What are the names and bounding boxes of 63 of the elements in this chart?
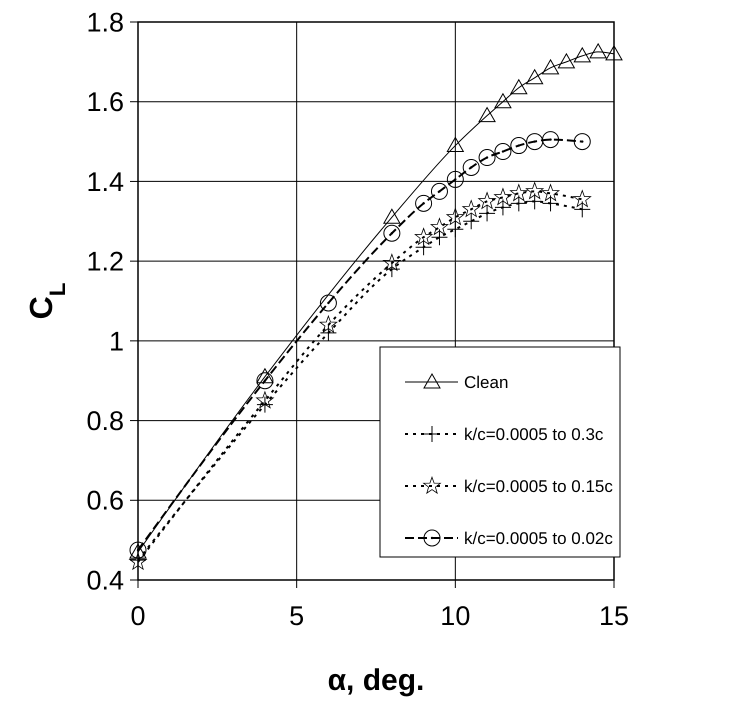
point bbox=[430, 228, 448, 246]
legend-label: k/c=0.0005 to 0.15c bbox=[464, 476, 614, 496]
x-tick-label: 0 bbox=[130, 601, 146, 631]
point bbox=[320, 316, 338, 332]
legend-label: Clean bbox=[464, 372, 508, 392]
y-tick-label: 1.8 bbox=[86, 7, 124, 38]
point bbox=[256, 391, 274, 408]
y-tick-label: 1.6 bbox=[86, 87, 124, 118]
point bbox=[462, 212, 480, 230]
point bbox=[542, 131, 560, 148]
point bbox=[574, 47, 591, 62]
point bbox=[558, 53, 575, 68]
y-tick-label: 0.4 bbox=[86, 565, 124, 596]
x-tick-label: 15 bbox=[598, 601, 630, 631]
point bbox=[494, 198, 512, 216]
legend-label: k/c=0.0005 to 0.3c bbox=[464, 424, 604, 444]
point bbox=[478, 192, 496, 209]
point bbox=[462, 200, 480, 217]
point bbox=[478, 149, 496, 166]
y-tick-label: 1 bbox=[108, 326, 124, 356]
point bbox=[383, 208, 400, 224]
point bbox=[446, 208, 464, 225]
point bbox=[478, 204, 496, 222]
point bbox=[478, 107, 496, 122]
point bbox=[574, 133, 591, 150]
point bbox=[573, 190, 592, 207]
legend-label: k/c=0.0005 to 0.02c bbox=[464, 528, 614, 548]
point bbox=[542, 184, 560, 201]
point bbox=[383, 224, 400, 242]
point bbox=[510, 194, 528, 212]
x-tick-label: 5 bbox=[289, 601, 304, 631]
point bbox=[494, 143, 512, 160]
point bbox=[430, 218, 448, 235]
point bbox=[415, 194, 432, 212]
point bbox=[526, 133, 544, 150]
y-tick-label: 0.8 bbox=[86, 406, 124, 436]
point bbox=[606, 45, 622, 60]
point bbox=[494, 188, 512, 205]
point bbox=[256, 368, 274, 384]
point bbox=[256, 372, 274, 390]
point bbox=[526, 182, 544, 199]
point bbox=[430, 182, 448, 200]
point bbox=[383, 254, 401, 271]
point bbox=[526, 69, 544, 84]
y-tick-label: 1.4 bbox=[86, 166, 124, 197]
x-axis-title: α, deg. bbox=[328, 664, 424, 697]
point bbox=[510, 137, 528, 154]
point bbox=[494, 93, 512, 108]
point bbox=[574, 200, 591, 218]
point bbox=[462, 158, 480, 176]
point bbox=[590, 43, 607, 58]
point bbox=[446, 137, 464, 152]
point bbox=[414, 228, 432, 245]
y-tick-label: 1.2 bbox=[86, 246, 124, 277]
y-tick-label: 0.6 bbox=[86, 486, 124, 516]
point bbox=[542, 59, 560, 74]
point bbox=[320, 294, 337, 312]
point bbox=[415, 238, 432, 256]
point bbox=[510, 184, 528, 201]
point bbox=[510, 79, 528, 94]
point bbox=[446, 170, 464, 188]
x-tick-label: 10 bbox=[440, 601, 470, 631]
point bbox=[320, 324, 337, 342]
